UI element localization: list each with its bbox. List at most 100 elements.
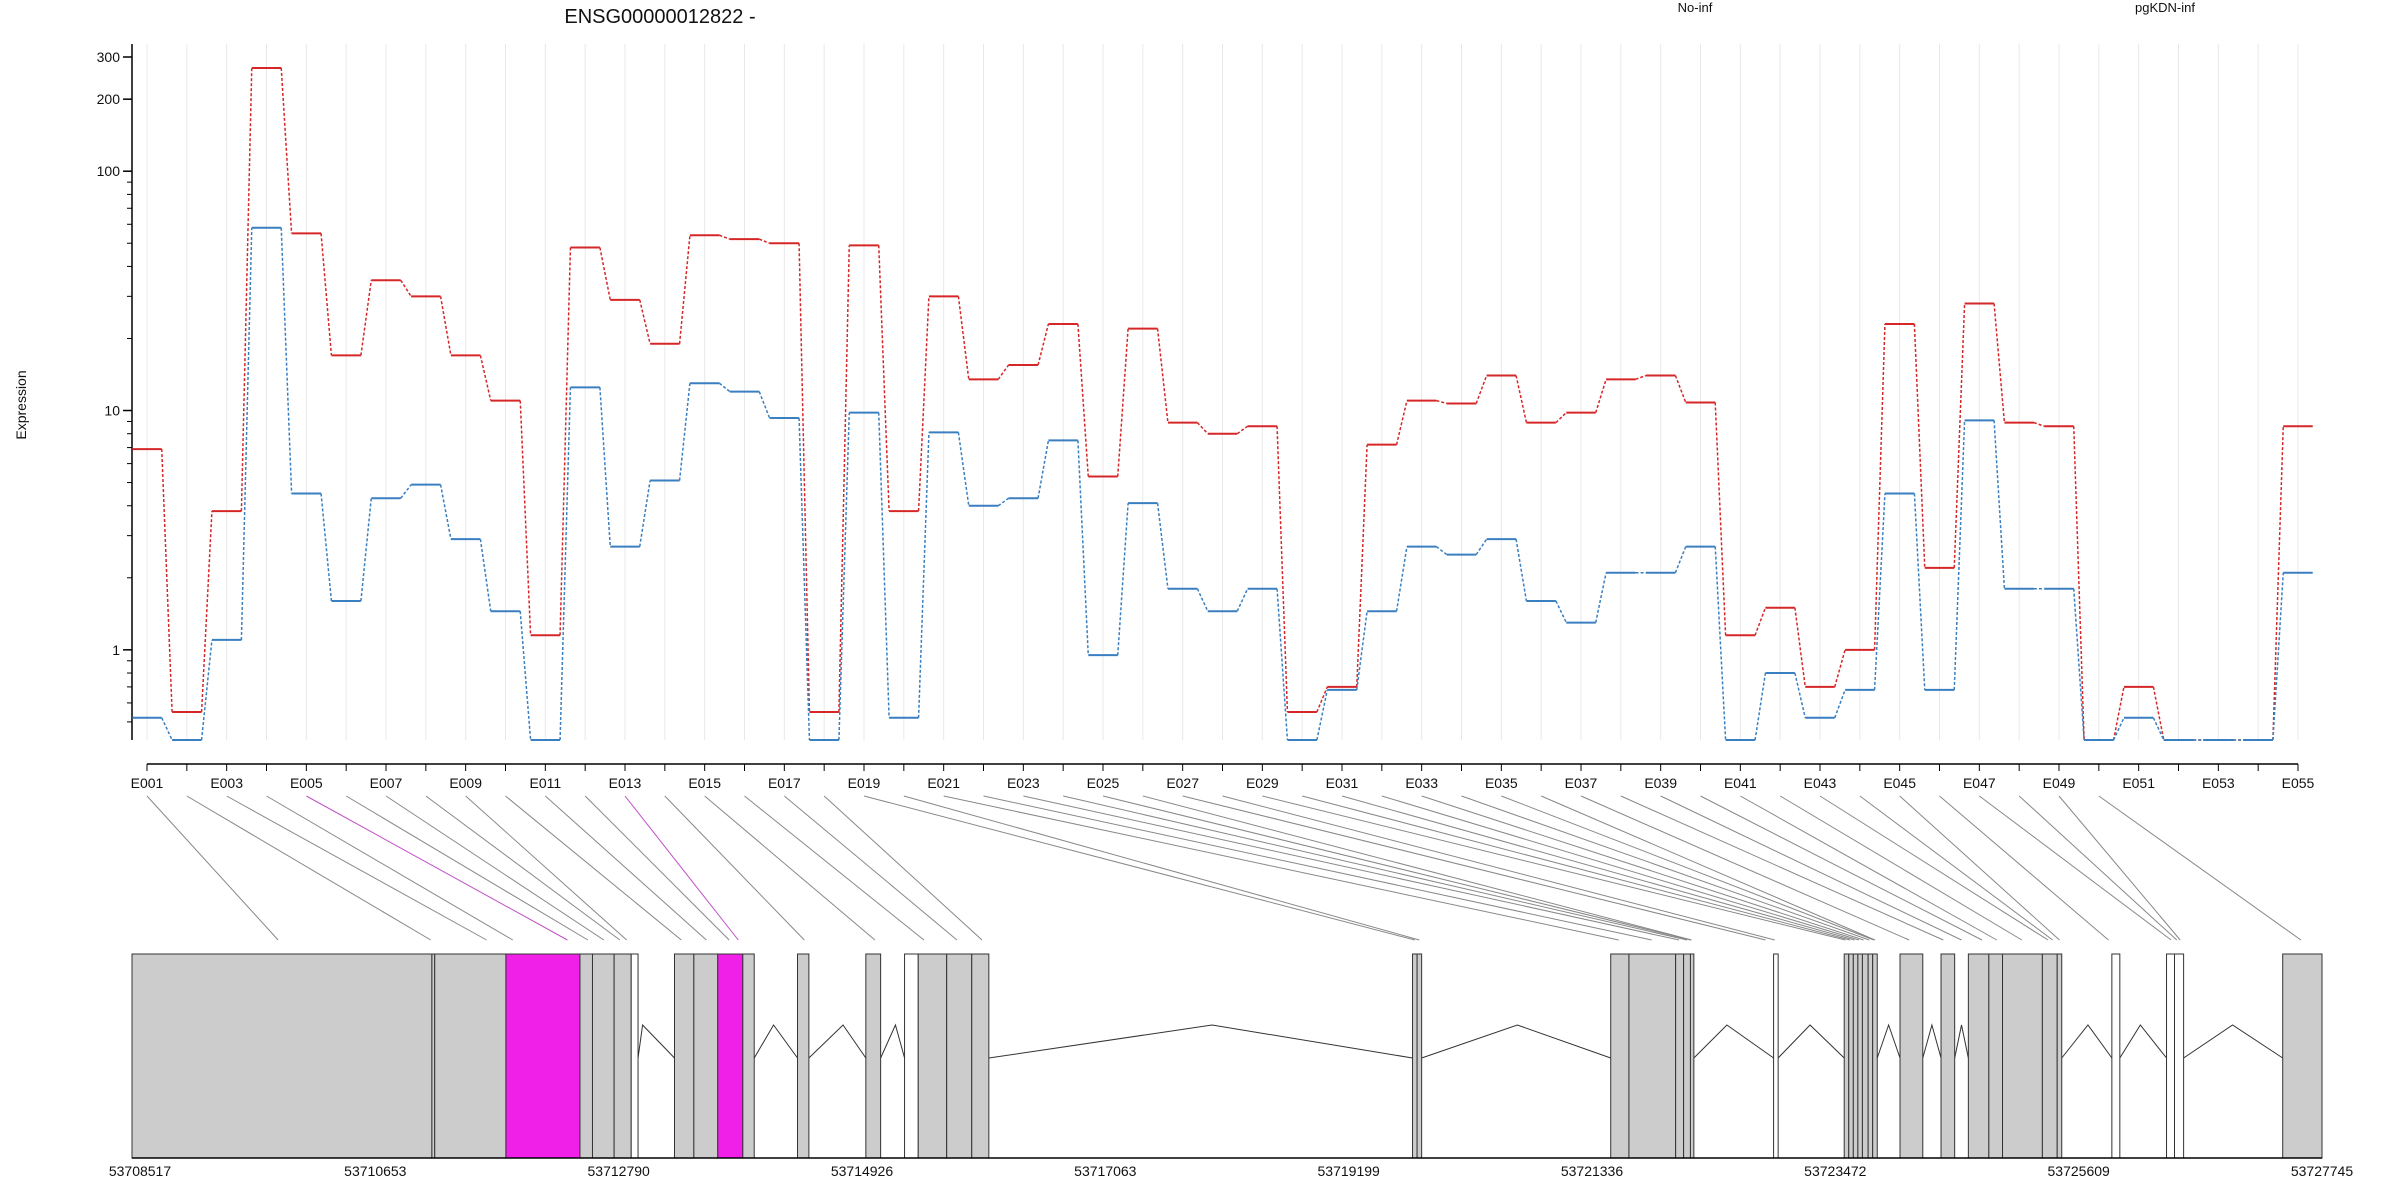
intron: [753, 1024, 798, 1059]
series-connector: [718, 382, 731, 393]
exon-block: [1683, 953, 1691, 1159]
series-connector: [599, 387, 612, 547]
exon-link: [1501, 795, 1874, 941]
exon-link: [584, 795, 730, 941]
y-tick-label: 1: [112, 642, 120, 658]
series-connector: [1196, 588, 1209, 612]
series-connector: [1555, 412, 1567, 424]
exon-link: [1063, 795, 1688, 941]
x-tick-label: E023: [1007, 775, 1040, 791]
exon-link-lines: [146, 795, 2302, 941]
x-tick-label: E003: [210, 775, 243, 791]
exon-link: [943, 795, 1619, 941]
exon-block: [2282, 953, 2323, 1159]
x-axis: E001 E003 E005 E007 E009 E011 E013 E015 E017 E019…: [131, 763, 2315, 791]
x-tick-label: E007: [370, 775, 403, 791]
intron: [2119, 1024, 2167, 1059]
series-connector: [1674, 375, 1687, 403]
exon-block: [865, 953, 882, 1159]
exon-link: [1341, 795, 1855, 941]
exon-block: [613, 953, 632, 1159]
exon-block: [505, 953, 581, 1159]
exon-link: [545, 795, 707, 941]
series-connector: [1953, 303, 1966, 568]
series-connector: [2072, 426, 2085, 741]
x-tick-label: E033: [1405, 775, 1438, 791]
series-connector: [1555, 600, 1567, 623]
y-axis-label: Expression: [13, 370, 29, 439]
x-tick-label: E037: [1565, 775, 1598, 791]
exon-link: [266, 795, 514, 941]
intron: [1777, 1024, 1845, 1059]
series-connector: [639, 299, 651, 344]
x-tick-label: E055: [2282, 775, 2315, 791]
intron: [1421, 1024, 1611, 1059]
series-connector: [997, 364, 1010, 380]
intron: [2061, 1024, 2113, 1059]
exon-block: [579, 953, 593, 1159]
x-tick-label: E015: [688, 775, 721, 791]
exon-block: [971, 953, 990, 1159]
series-connector: [360, 280, 373, 356]
series-connector: [1993, 303, 2006, 423]
exon-link: [1102, 795, 1691, 941]
series-connector: [1714, 546, 1727, 741]
exon-block: [2041, 953, 2058, 1159]
exon-link: [1700, 795, 1983, 941]
exon-block: [1689, 953, 1695, 1159]
exon-block: [1773, 953, 1779, 1159]
series-connector: [280, 67, 293, 234]
exon-link: [2018, 795, 2178, 941]
exon-block: [1675, 953, 1685, 1159]
x-tick-label: E047: [1963, 775, 1996, 791]
exon-block: [1867, 953, 1874, 1159]
exon-block: [946, 953, 973, 1159]
series-connector: [638, 480, 651, 547]
exon-link: [1819, 795, 2049, 941]
series-connector: [400, 279, 412, 297]
exon-link: [784, 795, 958, 941]
exon-link: [903, 795, 1420, 941]
y-tick-label: 10: [104, 403, 120, 419]
series-connector: [917, 296, 930, 512]
intron: [988, 1024, 1413, 1059]
series-connector: [1475, 375, 1488, 404]
genome-tick-label: 53727745: [2291, 1163, 2354, 1179]
x-tick-label: E053: [2202, 775, 2235, 791]
series-connector: [1037, 323, 1050, 366]
series-connector: [360, 498, 373, 602]
exon-link: [1580, 795, 1910, 941]
exon-block: [1967, 953, 1990, 1159]
exon-link: [385, 795, 605, 941]
series-connector: [1794, 672, 1806, 718]
series-connector: [1595, 572, 1607, 623]
series-connector: [997, 497, 1010, 507]
series-connector: [1236, 425, 1249, 435]
exon-block: [131, 953, 433, 1159]
x-tick-label: E013: [609, 775, 642, 791]
exon-link: [1939, 795, 2109, 941]
series-connector: [479, 355, 492, 401]
x-tick-label: E025: [1087, 775, 1120, 791]
series-connector: [1355, 611, 1368, 691]
series-connector: [1355, 444, 1368, 687]
exon-block: [673, 953, 695, 1159]
exon-link: [2098, 795, 2302, 941]
series-connector: [1236, 588, 1249, 612]
series-connector: [1316, 689, 1328, 741]
exon-block: [1843, 953, 1850, 1159]
x-tick-label: E011: [529, 775, 561, 791]
x-tick-label: E029: [1246, 775, 1279, 791]
exon-link: [823, 795, 983, 941]
exon-block: [1848, 953, 1854, 1159]
exon-link: [1182, 795, 1766, 941]
exon-block: [1899, 953, 1924, 1159]
exon-link: [1142, 795, 1692, 941]
series-pgkdn-inf: [132, 226, 2313, 741]
genome-axis: 53708517 53710653 53712790 53714926 53717063…: [109, 1157, 2354, 1179]
series-connector: [798, 418, 811, 741]
genome-tick-label: 53725609: [2048, 1163, 2111, 1179]
genome-tick-label: 53710653: [344, 1163, 407, 1179]
exon-link: [345, 795, 589, 941]
exon-link: [983, 795, 1652, 941]
